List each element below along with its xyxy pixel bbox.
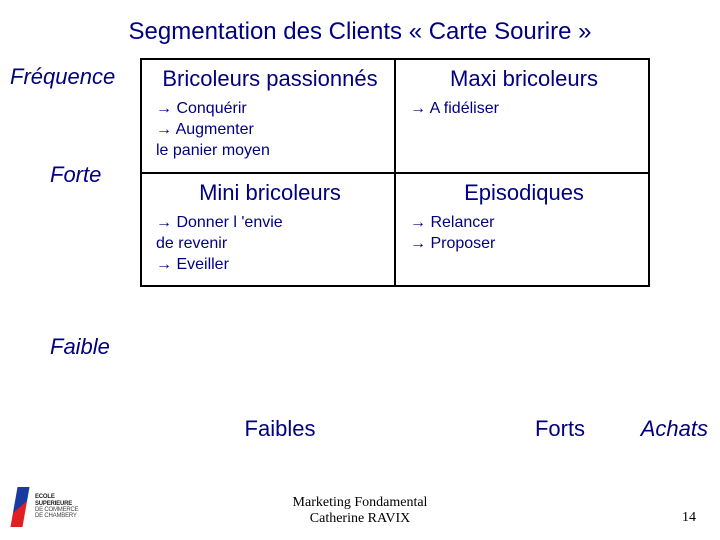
y-axis-low: Faible: [50, 334, 110, 360]
quadrant-bottom-left: Mini bricoleurs → Donner l 'envie de rev…: [142, 174, 396, 286]
footer-credit: Marketing Fondamental Catherine RAVIX: [0, 495, 720, 526]
matrix-row-top: Bricoleurs passionnés → Conquérir → Augm…: [142, 60, 648, 174]
action-text: Proposer: [426, 235, 495, 252]
quadrant-actions: → A fidéliser: [410, 99, 638, 120]
quadrant-top-left: Bricoleurs passionnés → Conquérir → Augm…: [142, 60, 396, 172]
quadrant-title: Episodiques: [410, 180, 638, 205]
quadrant-actions: → Conquérir → Augmenter le panier moyen: [156, 99, 384, 161]
y-axis-high: Forte: [50, 162, 101, 188]
quadrant-top-right: Maxi bricoleurs → A fidéliser: [396, 60, 648, 172]
x-axis: Faibles Forts: [140, 416, 700, 442]
action-text: Eveiller: [172, 256, 229, 273]
matrix-row-bottom: Mini bricoleurs → Donner l 'envie de rev…: [142, 174, 648, 286]
x-axis-label: Achats: [641, 416, 708, 442]
action-text: Donner l 'envie: [172, 214, 283, 231]
action-text: Conquérir: [172, 100, 247, 117]
quadrant-actions: → Relancer → Proposer: [410, 213, 638, 255]
quadrant-title: Mini bricoleurs: [156, 180, 384, 205]
page-number: 14: [682, 510, 696, 526]
page-title: Segmentation des Clients « Carte Sourire…: [0, 0, 720, 54]
quadrant-bottom-right: Episodiques → Relancer → Proposer: [396, 174, 648, 286]
action-text: Relancer: [426, 214, 494, 231]
quadrant-title: Bricoleurs passionnés: [156, 66, 384, 91]
y-axis-label: Fréquence: [10, 64, 115, 90]
footer-line-2: Catherine RAVIX: [0, 511, 720, 526]
quadrant-title: Maxi bricoleurs: [410, 66, 638, 91]
quadrant-actions: → Donner l 'envie de revenir → Eveiller: [156, 213, 384, 275]
segmentation-matrix: Bricoleurs passionnés → Conquérir → Augm…: [140, 58, 650, 287]
main-area: Fréquence Forte Faible Bricoleurs passio…: [0, 54, 720, 494]
action-text: de revenir: [156, 235, 227, 252]
action-text: Augmenter: [172, 121, 254, 138]
x-axis-low: Faibles: [140, 416, 420, 442]
action-text: le panier moyen: [156, 142, 270, 159]
footer-line-1: Marketing Fondamental: [0, 495, 720, 510]
action-text: A fidéliser: [426, 100, 499, 117]
